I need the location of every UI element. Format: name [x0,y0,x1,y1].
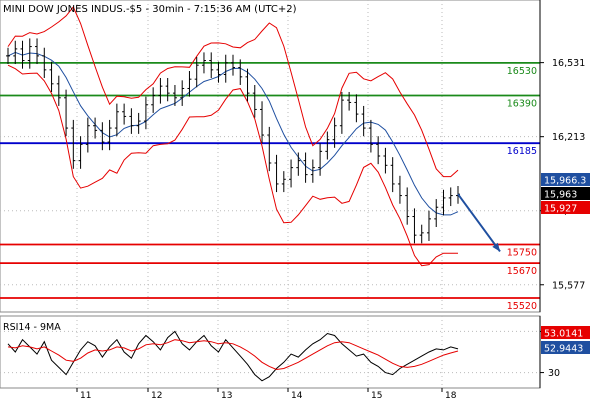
y-tick-label: 15,577 [552,280,585,291]
level-label: 15750 [507,247,537,258]
rsi-badge-text: 52.9443 [544,344,583,355]
x-tick-label: 12 [151,391,162,400]
bollinger-upper [7,6,459,178]
x-tick-label: 15 [371,391,382,400]
x-tick-label: 18 [445,391,457,400]
rsi-lines [7,330,459,382]
price-badge-text: 15,927 [544,204,577,215]
y-tick-label: 16,531 [552,58,585,69]
x-axis: 11 12 13 14 15 18 [76,388,457,401]
rsi-badge-box [541,326,590,339]
horizontal-levels: 16530 16390 16185 15750 15670 15520 [0,61,540,312]
forecast-arrow-head [492,242,500,252]
rsi-line [7,330,459,382]
level-label: 15520 [507,301,537,312]
price-badge-box [541,187,590,200]
rsi-y-tick-label: 30 [548,368,560,379]
level-label: 16530 [507,66,537,77]
price-badge-text: 15,966.3 [544,176,586,187]
bollinger-lower [7,64,459,267]
price-badge-text: 15,963 [544,190,577,201]
rsi-badge-text: 53.0141 [544,329,583,340]
grid [0,0,540,388]
x-tick-label: 11 [80,391,91,400]
x-tick-label: 13 [221,391,232,400]
price-badge-box [541,201,590,214]
forecast-arrow-line [457,193,501,253]
chart-title: MINI DOW JONES INDUS.-$5 - 30min - 7:15:… [3,4,297,15]
rsi-badge-box [541,341,590,354]
price-badges: 15,966.3 15,963 15,927 53.0141 52.9443 [541,173,590,355]
price-bars [6,38,460,244]
forecast-arrow [457,193,501,253]
x-tick-label: 14 [291,391,303,400]
price-badge-box [541,173,590,186]
rsi-ma-line [7,339,459,371]
rsi-title: RSI14 - 9MA [3,322,61,333]
level-label: 15670 [507,266,537,277]
level-label: 16390 [507,98,537,109]
bollinger-bands [7,6,459,267]
level-label: 16185 [507,146,537,157]
y-tick-label: 16,213 [552,132,585,143]
